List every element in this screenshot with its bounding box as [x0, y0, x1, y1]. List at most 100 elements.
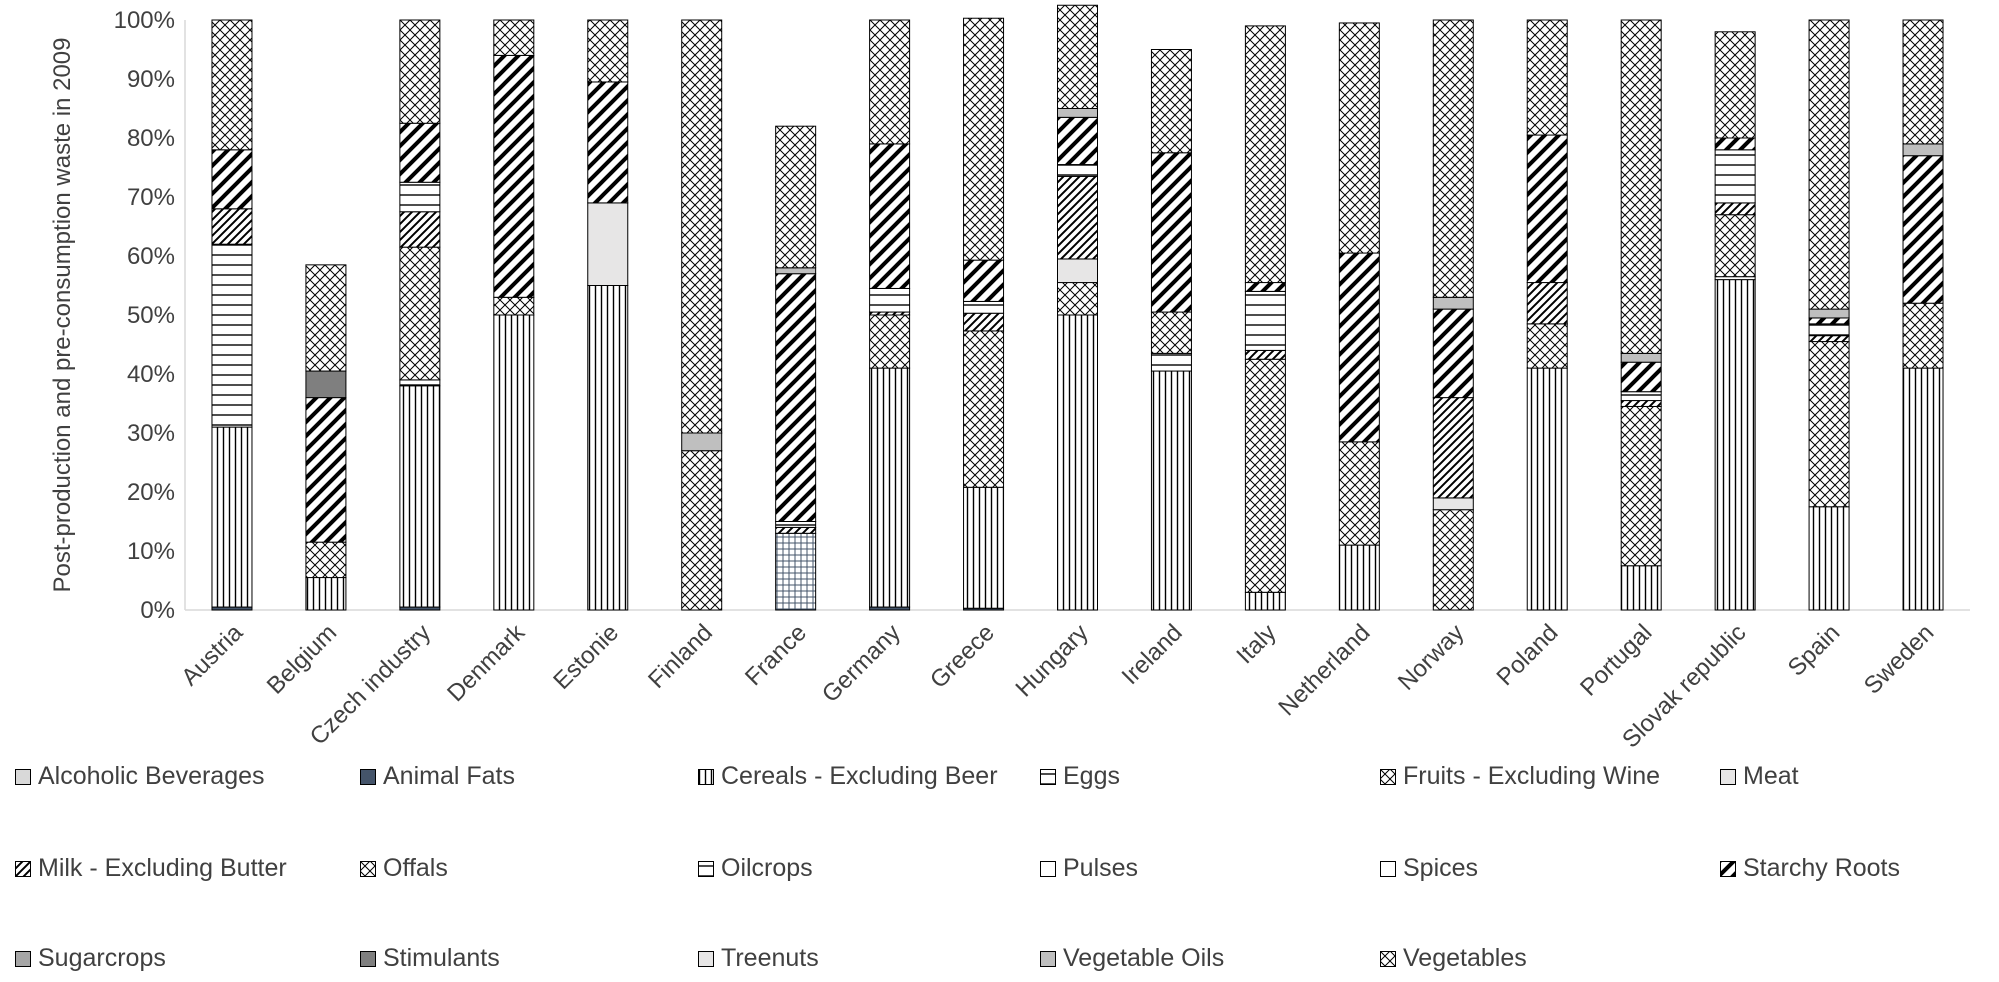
bar-segment: [1808, 323, 1850, 337]
y-tick-label: 20%: [127, 479, 175, 506]
x-tick-label: Spain: [1783, 619, 1846, 682]
bar-segment: [1902, 302, 1944, 369]
y-tick-label: 80%: [127, 125, 175, 152]
y-tick-label: 0%: [140, 597, 175, 624]
bar-segment: [1057, 282, 1098, 316]
bar-segment: [399, 122, 441, 183]
x-tick-label: Norway: [1393, 619, 1470, 696]
y-tick-label: 50%: [127, 302, 175, 329]
x-tick-label: France: [740, 619, 812, 691]
bar-segment: [1150, 152, 1192, 313]
bar-segment: [587, 202, 629, 286]
x-tick-label: Greece: [925, 619, 1000, 694]
bar-segment: [399, 211, 441, 248]
bar-segment: [1338, 544, 1380, 611]
x-tick-label: Germany: [817, 619, 906, 708]
bar-segment: [963, 486, 1005, 609]
bar-segment: [1526, 134, 1568, 284]
bar-segment: [587, 19, 629, 83]
bar-segment: [1620, 565, 1662, 611]
bar-segment: [399, 385, 441, 608]
bar-segment: [1714, 137, 1756, 151]
bar-segment: [1432, 296, 1474, 310]
x-tick-label: Belgium: [262, 619, 342, 699]
bar-segment: [869, 287, 911, 313]
bar-segment: [1432, 19, 1474, 298]
bar-segment: [1808, 506, 1850, 611]
y-axis-label: Post-production and pre-consumption wast…: [49, 38, 76, 593]
bar-segment: [1150, 311, 1192, 354]
bar-segment: [305, 541, 347, 579]
bar-segment: [681, 432, 723, 452]
y-tick-label: 30%: [127, 420, 175, 447]
bar-segment: [775, 526, 817, 534]
bar-segment: [1526, 19, 1568, 136]
bar-segment: [1526, 367, 1568, 611]
bar-segment: [681, 450, 723, 611]
bar-segment: [305, 370, 347, 399]
bar-segment: [963, 312, 1005, 332]
bar-segment: [493, 314, 535, 611]
x-tick-label: Austria: [176, 619, 248, 691]
bar-segment: [1714, 149, 1756, 204]
bar-segment: [1150, 49, 1192, 154]
bar-segment: [1808, 317, 1850, 325]
bar-segment: [305, 397, 347, 543]
bar-segment: [493, 54, 535, 298]
y-tick-labels: 0% 10% 20% 30% 40% 50% 60% 70% 80% 90% 100%: [114, 7, 175, 624]
bar-segment: [305, 264, 347, 372]
bar-segment: [1808, 335, 1850, 343]
bar-segment: [869, 367, 911, 608]
bar-segment: [211, 243, 253, 428]
bar-segment: [1526, 282, 1568, 325]
bar-segment: [869, 143, 911, 289]
x-tick-label: Finland: [643, 619, 718, 694]
x-tick-label: Hungary: [1011, 619, 1094, 702]
x-tick-label: Estonie: [548, 619, 624, 695]
bar-segment: [211, 149, 253, 210]
bar-segment: [1620, 400, 1662, 407]
y-tick-label: 70%: [127, 184, 175, 211]
y-tick-label: 40%: [127, 361, 175, 388]
bar-segment: [1432, 397, 1474, 499]
bar-segment: [1808, 341, 1850, 508]
bar-segment: [1150, 370, 1192, 611]
bar-segment: [775, 532, 817, 611]
x-tick-label: Portugal: [1575, 619, 1657, 701]
bar-segment: [1057, 108, 1098, 118]
bar-segment: [1620, 19, 1662, 354]
x-tick-label: Ireland: [1117, 619, 1188, 690]
bar-segment: [1620, 391, 1662, 402]
bar-segment: [963, 330, 1005, 488]
x-tick-label: Netherland: [1273, 619, 1375, 721]
bar-segment: [1808, 19, 1850, 310]
bar-segment: [211, 208, 253, 245]
bar-segment: [869, 314, 911, 369]
y-tick-label: 60%: [127, 243, 175, 270]
y-tick-label: 10%: [127, 538, 175, 565]
bar-segment: [1244, 282, 1286, 292]
bar-segment: [587, 285, 629, 611]
bar-segment: [1620, 361, 1662, 393]
bar-segment: [1244, 358, 1286, 593]
x-tick-label: Italy: [1231, 619, 1281, 669]
bar-segment: [211, 19, 253, 151]
bar-segment: [681, 19, 723, 434]
bar-segment: [1057, 258, 1098, 284]
bar-segment: [1338, 22, 1380, 254]
bar-segment: [1714, 202, 1756, 216]
bar-segment: [1808, 308, 1850, 319]
x-tick-label: Poland: [1492, 619, 1564, 691]
bar-segment: [1057, 4, 1098, 109]
bar-segment: [1244, 349, 1286, 360]
x-tick-label: Sweden: [1859, 619, 1939, 699]
bar-segment: [1432, 509, 1474, 611]
bar-segment: [587, 81, 629, 204]
bar-segment: [775, 273, 817, 523]
bar-segment: [1526, 323, 1568, 369]
bar-segment: [493, 19, 535, 56]
bar-segment: [1057, 175, 1098, 260]
bar-segment: [1902, 143, 1944, 157]
